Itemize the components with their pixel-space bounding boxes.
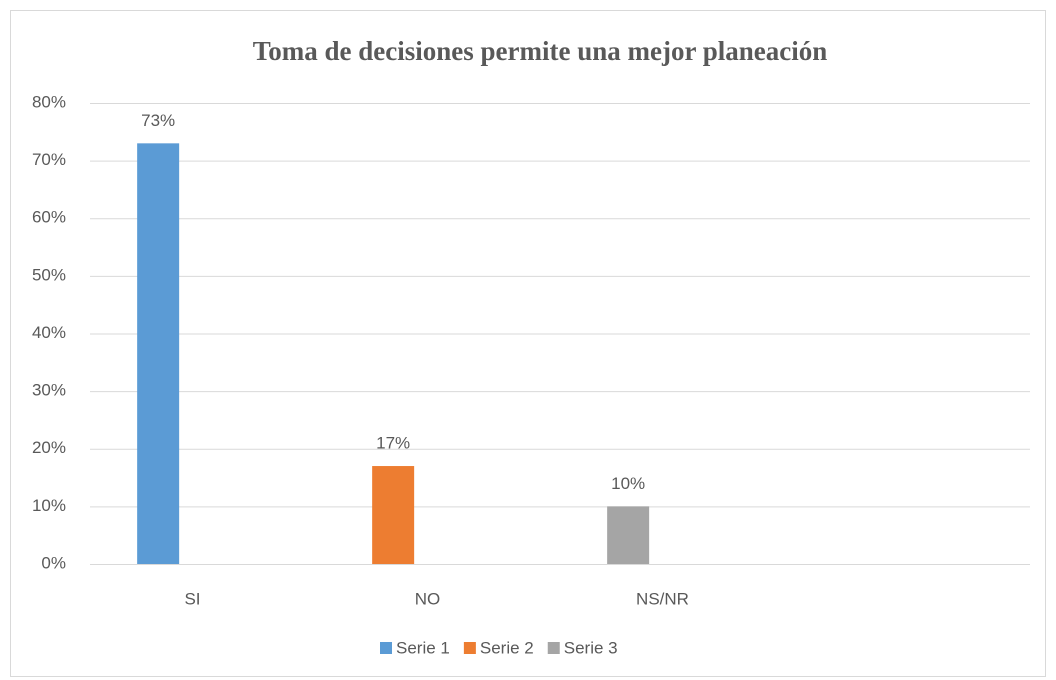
bar: [137, 143, 180, 564]
y-tick-label: 40%: [32, 323, 66, 342]
x-tick-label: SI: [184, 589, 200, 608]
y-tick-label: 30%: [32, 381, 66, 400]
legend-label: Serie 3: [564, 638, 618, 657]
legend-swatch: [380, 642, 392, 654]
data-label: 10%: [611, 474, 645, 493]
chart-border: [10, 10, 1046, 677]
legend-swatch: [463, 642, 476, 654]
y-tick-label: 10%: [32, 496, 66, 515]
legend-swatch: [547, 642, 560, 654]
y-tick-label: 80%: [32, 92, 66, 111]
y-tick-label: 20%: [32, 438, 66, 457]
x-tick-label: NS/NR: [636, 589, 689, 608]
y-tick-label: 70%: [32, 150, 66, 169]
x-tick-label: NO: [415, 589, 441, 608]
y-tick-label: 0%: [41, 553, 66, 572]
legend-label: Serie 1: [396, 638, 450, 657]
y-tick-label: 50%: [32, 265, 66, 284]
data-label: 73%: [141, 111, 175, 130]
bar: [607, 506, 650, 564]
y-tick-label: 60%: [32, 208, 66, 227]
chart-title: Toma de decisiones permite una mejor pla…: [253, 36, 828, 66]
data-label: 17%: [376, 434, 410, 453]
bar: [372, 466, 415, 564]
legend-label: Serie 2: [480, 638, 534, 657]
